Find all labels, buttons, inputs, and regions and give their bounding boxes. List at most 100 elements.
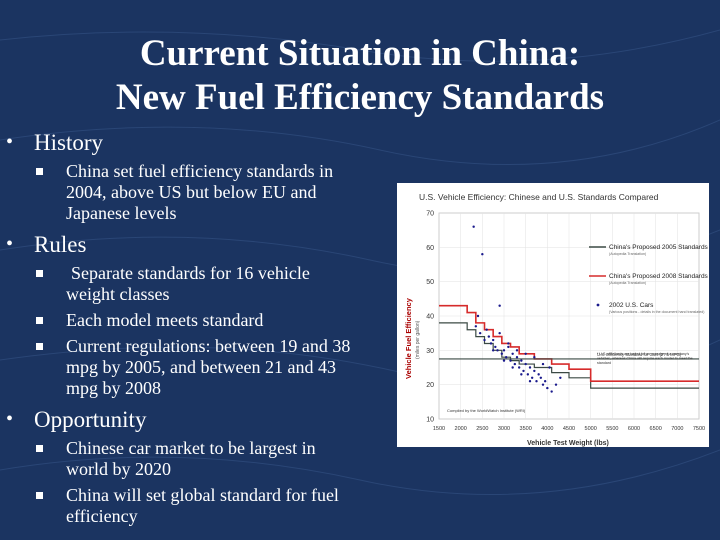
data-point — [491, 338, 495, 342]
bullet-rules: Rules — [34, 232, 87, 257]
title-line-2: New Fuel Efficiency Standards — [115, 77, 605, 118]
legend-label: China's Proposed 2008 Standards — [609, 273, 709, 280]
data-point — [494, 345, 497, 349]
data-point — [489, 342, 493, 345]
data-point — [528, 380, 532, 383]
data-point — [517, 366, 521, 369]
data-point — [483, 338, 486, 342]
data-point — [509, 359, 512, 362]
data-point — [533, 369, 536, 373]
title-line-1: Current Situation in China: — [139, 33, 581, 74]
chart-svg: U.S. Vehicle Efficiency: Chinese and U.S… — [404, 192, 709, 447]
slide-title: Current Situation in China: New Fuel Eff… — [60, 32, 660, 120]
x-tick-label: 3000 — [498, 426, 510, 432]
data-point — [498, 304, 501, 307]
data-point — [543, 380, 547, 383]
history-point: China set fuel efficiency standards in 2… — [66, 161, 386, 224]
bullet-opportunity: Opportunity — [34, 407, 147, 432]
x-tick-label: 4000 — [541, 426, 553, 432]
data-point — [487, 335, 491, 338]
x-tick-label: 2000 — [455, 426, 467, 432]
bullet-dot: • — [6, 408, 14, 430]
rules-p1-line-1: Separate standards for 16 vehicle — [71, 263, 310, 283]
sub-bullet-marker — [36, 317, 43, 324]
series-line-2 — [439, 304, 699, 383]
opportunity-p2-line-1: China will set global standard for fuel — [66, 485, 339, 505]
data-point — [498, 331, 501, 335]
data-point — [502, 349, 506, 352]
bullet-dot: • — [6, 131, 14, 153]
data-point — [513, 362, 517, 366]
rules-p3-line-2: mpg by 2005, and between 21 and 43 — [66, 357, 336, 377]
legend-label: 2002 U.S. Cars — [609, 302, 654, 309]
y-tick-label: 10 — [426, 417, 434, 424]
data-point — [511, 366, 514, 369]
x-tick-label: 6000 — [628, 426, 640, 432]
data-point — [524, 362, 527, 366]
history-line-1: China set fuel efficiency standards in — [66, 161, 334, 181]
data-point — [478, 331, 482, 335]
footnote-annotation: * U.S. standards are based on an average… — [597, 352, 693, 365]
rules-p2-line-1: Each model meets standard — [66, 310, 264, 330]
y-tick-label: 50 — [426, 279, 434, 286]
source-annotation: Compiled by the WorldWatch Institute (WR… — [447, 408, 526, 413]
y-tick-label: 20 — [426, 382, 434, 389]
x-axis-label: Vehicle Test Weight (lbs) — [527, 440, 609, 447]
legend-swatch-dot — [596, 303, 600, 307]
data-point — [554, 383, 558, 386]
opportunity-point-2: China will set global standard for fuel … — [66, 485, 386, 527]
sub-bullet-marker — [36, 492, 43, 499]
legend-note: (Various positions - details in the docu… — [609, 310, 704, 314]
standard-line-annotation: U.S. Efficiency Standard for Cars (27.5 … — [597, 352, 682, 357]
rules-point-2: Each model meets standard — [66, 310, 386, 331]
y-tick-label: 30 — [426, 348, 434, 355]
data-point — [524, 352, 527, 355]
data-point — [533, 356, 536, 359]
data-point — [474, 325, 478, 328]
rules-p1-line-2: weight classes — [66, 284, 170, 304]
x-tick-label: 1500 — [433, 426, 445, 432]
data-point — [507, 342, 510, 345]
data-point — [472, 225, 475, 228]
rules-point-1: Separate standards for 16 vehicle weight… — [66, 263, 386, 305]
x-tick-label: 5000 — [585, 426, 597, 432]
rules-point-3: Current regulations: between 19 and 38 m… — [66, 336, 386, 399]
data-point — [485, 328, 488, 331]
data-point — [539, 376, 543, 379]
data-point — [537, 373, 540, 376]
data-point — [541, 383, 545, 386]
data-point — [520, 359, 523, 362]
history-line-2: 2004, above US but below EU and — [66, 182, 317, 202]
rules-p3-line-1: Current regulations: between 19 and 38 — [66, 336, 351, 356]
x-tick-label: 5500 — [606, 426, 618, 432]
sub-bullet-marker — [36, 270, 43, 277]
data-point — [548, 366, 551, 369]
data-point — [526, 373, 530, 376]
opportunity-point-1: Chinese car market to be largest in worl… — [66, 438, 386, 480]
data-point — [530, 376, 534, 379]
sub-bullet-marker — [36, 343, 43, 350]
legend-label: China's Proposed 2005 Standards — [609, 244, 709, 251]
data-point — [476, 314, 480, 318]
y-tick-label: 70 — [426, 211, 434, 218]
data-point — [515, 356, 519, 359]
x-tick-label: 2500 — [476, 426, 488, 432]
data-point — [546, 386, 549, 390]
legend-note: (Autopedia Translation) — [609, 281, 646, 285]
data-point — [502, 359, 506, 362]
y-axis-label: Vehicle Fuel Efficiency — [404, 297, 413, 379]
data-point — [500, 352, 504, 355]
data-point — [481, 253, 484, 256]
sub-bullet-marker — [36, 445, 43, 452]
legend-note: (Autopedia Translation) — [609, 252, 646, 256]
data-point — [511, 352, 514, 355]
rules-p3-line-3: mpg by 2008 — [66, 378, 162, 398]
data-point — [504, 356, 508, 359]
opportunity-p1-line-1: Chinese car market to be largest in — [66, 438, 316, 458]
bullet-dot: • — [6, 233, 14, 255]
x-tick-label: 7500 — [693, 426, 705, 432]
data-point — [522, 369, 525, 373]
y-tick-label: 40 — [426, 314, 434, 321]
x-tick-label: 3500 — [520, 426, 532, 432]
